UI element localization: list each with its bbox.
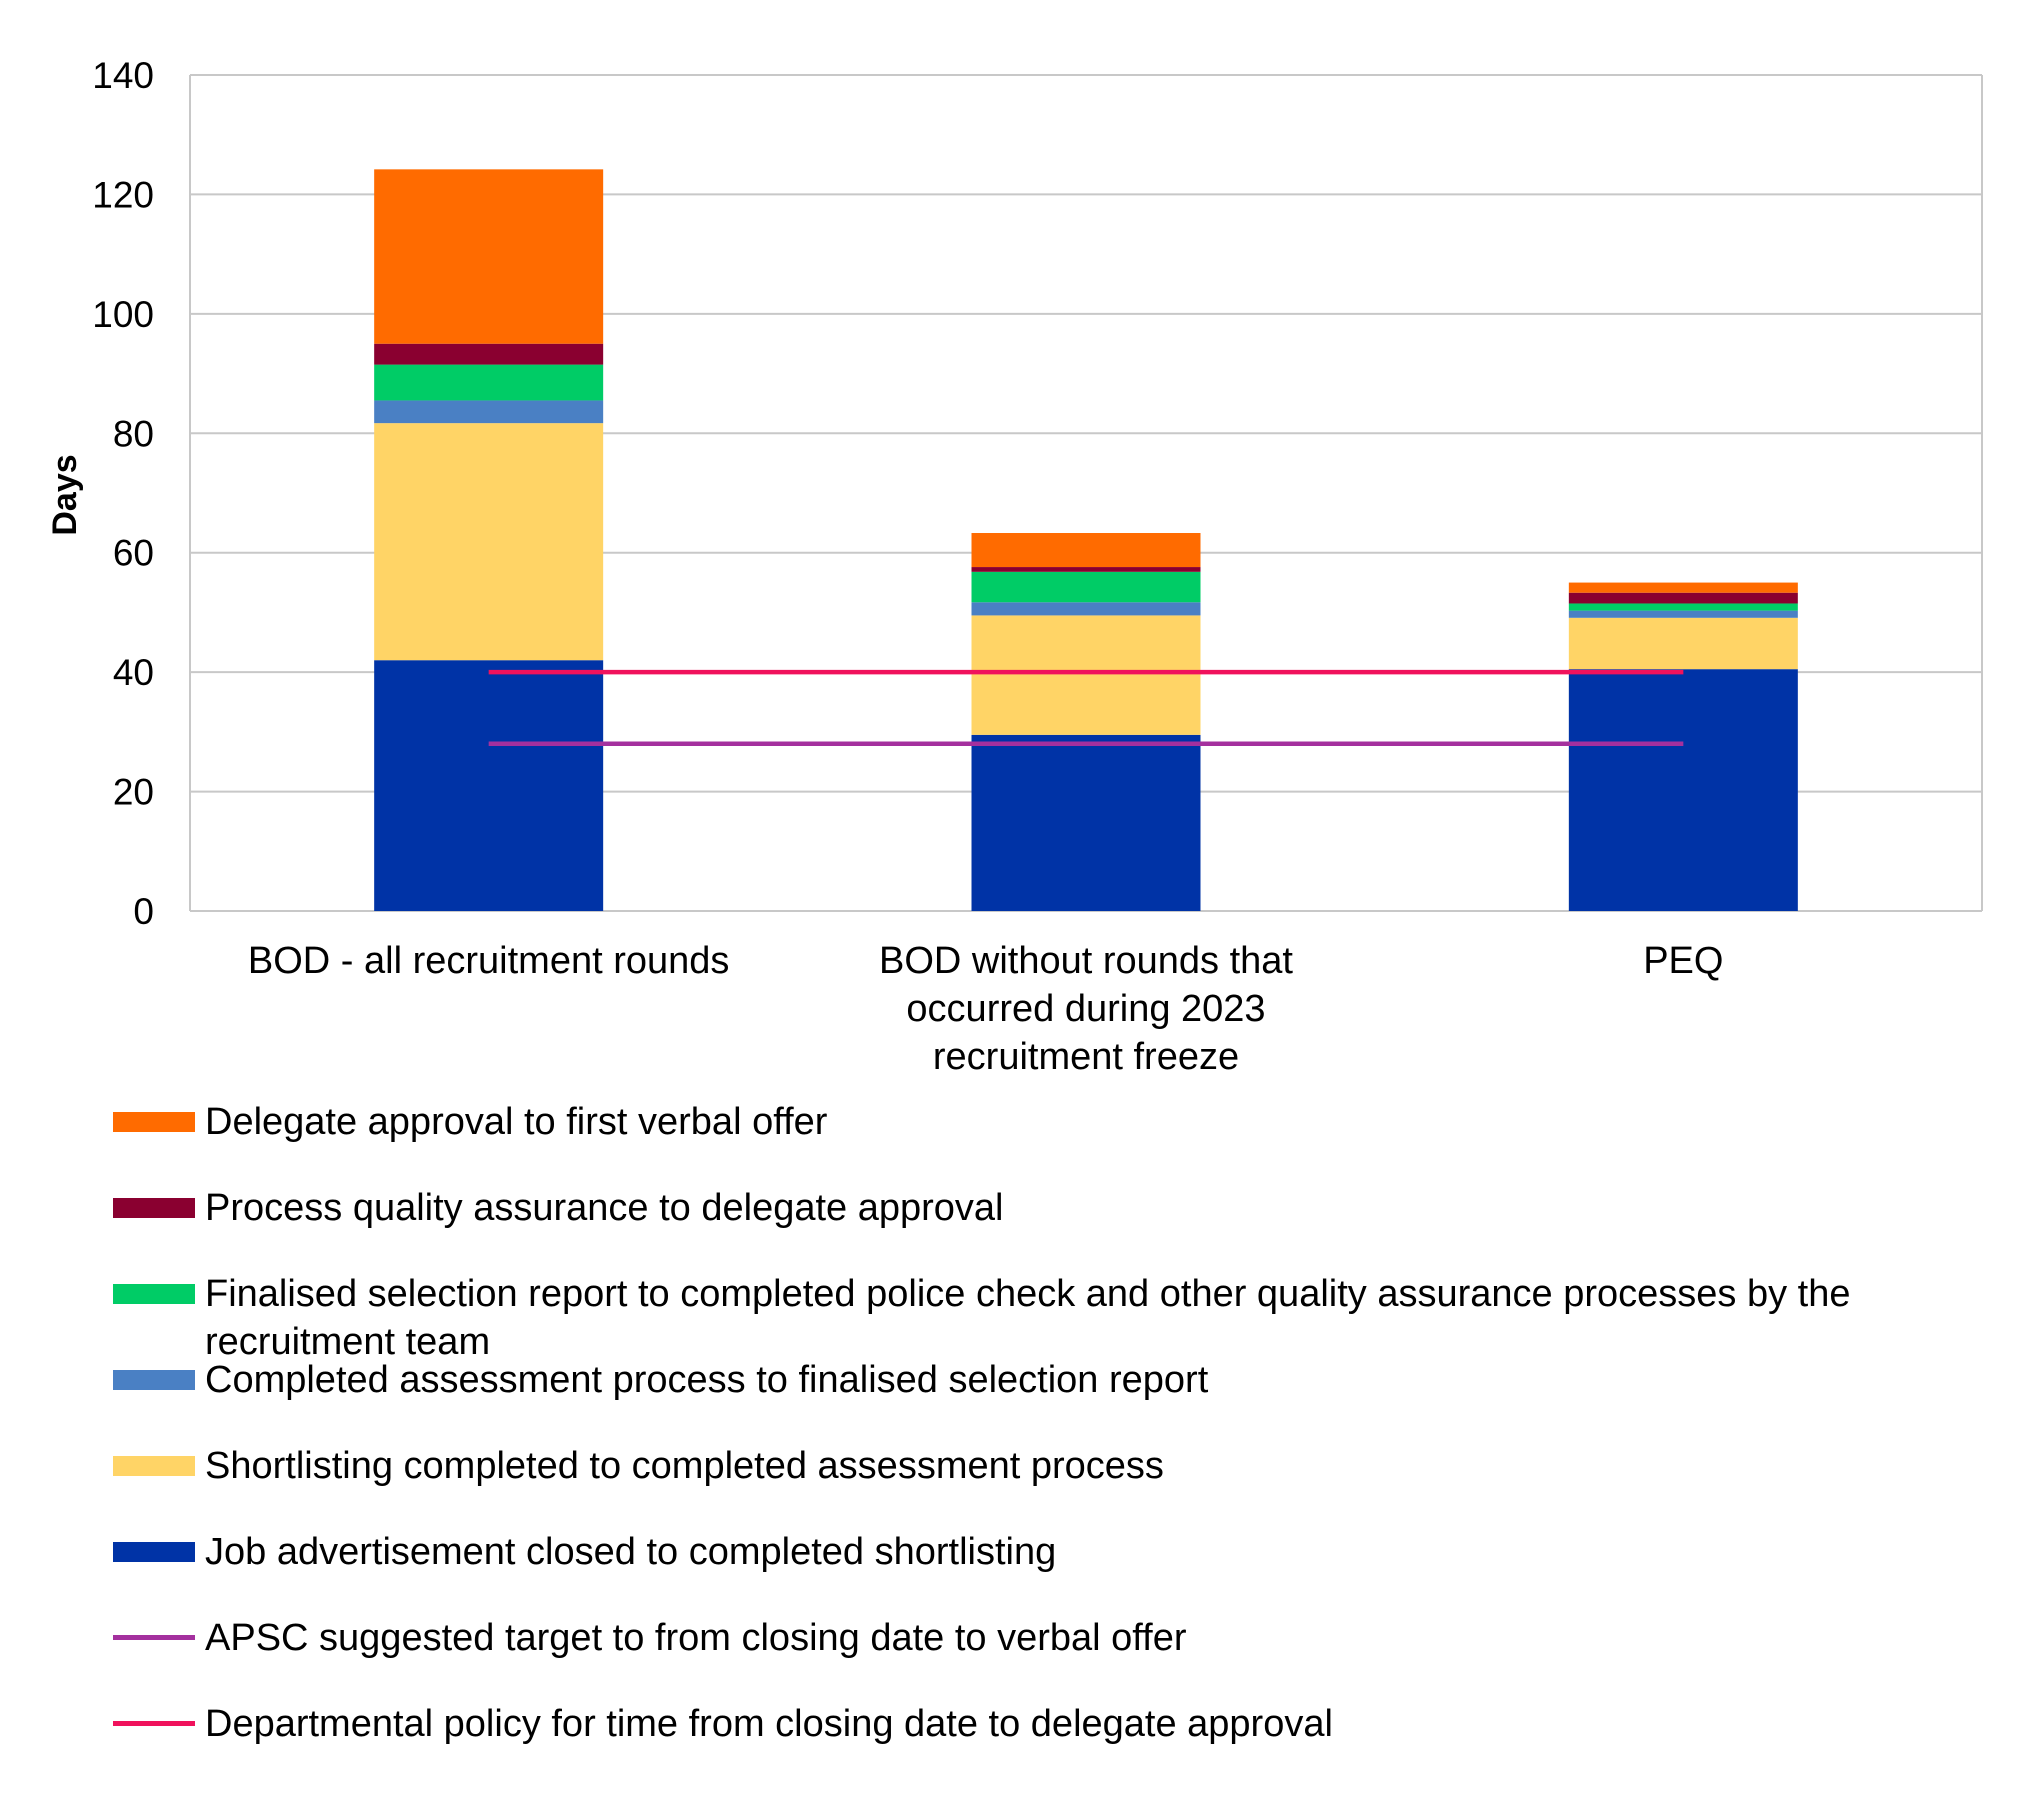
y-tick-label: 20 <box>113 772 154 813</box>
bar-segment-1-3 <box>374 400 604 424</box>
bar-segment-3-6 <box>1568 582 1798 593</box>
legend-item-departmental-policy: Departmental policy for time from closin… <box>113 1692 1993 1778</box>
bar-segment-1-5 <box>374 343 604 365</box>
legend-swatch <box>113 1635 195 1640</box>
legend-item-assessment-to-report: Completed assessment process to finalise… <box>113 1348 1993 1434</box>
y-tick-label: 80 <box>113 413 154 454</box>
y-tick-label: 140 <box>92 55 154 96</box>
legend-label: Process quality assurance to delegate ap… <box>205 1187 1004 1229</box>
legend-swatch <box>113 1198 195 1218</box>
x-category-label: occurred during 2023 <box>906 988 1265 1030</box>
bar-segment-2-4 <box>971 571 1201 603</box>
y-tick-label: 60 <box>113 533 154 574</box>
bar-segment-3-5 <box>1568 592 1798 604</box>
bar-segment-2-5 <box>971 567 1201 572</box>
bar-segment-2-3 <box>971 602 1201 616</box>
x-category-label: recruitment freeze <box>933 1036 1239 1078</box>
bar-segment-3-1 <box>1568 669 1798 911</box>
legend-swatch <box>113 1542 195 1562</box>
legend-swatch <box>113 1721 195 1726</box>
legend-label: Finalised selection report to completed … <box>205 1273 1851 1363</box>
legend-label: Departmental policy for time from closin… <box>205 1703 1333 1745</box>
legend-label: Completed assessment process to finalise… <box>205 1359 1209 1401</box>
x-category-label: PEQ <box>1643 940 1723 982</box>
y-tick-label: 40 <box>113 652 154 693</box>
bars <box>374 169 1798 911</box>
bar-segment-3-2 <box>1568 617 1798 670</box>
legend-item-delegate-offer: Delegate approval to first verbal offer <box>113 1090 1993 1176</box>
reference-lines <box>488 669 1684 747</box>
legend-item-quality-assurance: Process quality assurance to delegate ap… <box>113 1176 1993 1262</box>
bar-segment-2-1 <box>971 734 1201 911</box>
bar-segment-2-2 <box>971 615 1201 735</box>
legend-label: APSC suggested target to from closing da… <box>205 1617 1187 1659</box>
stacked-bar-chart: 0 20 40 60 80 100 120 140 BOD - all recruitment… <box>46 55 1983 1078</box>
x-category-label: BOD without rounds that <box>879 940 1293 982</box>
legend-label: Delegate approval to first verbal offer <box>205 1101 828 1143</box>
legend-item-advert-to-shortlisting: Job advertisement closed to completed sh… <box>113 1520 1993 1606</box>
legend-swatch <box>113 1370 195 1390</box>
bar-segment-3-4 <box>1568 603 1798 611</box>
legend-item-selection-report-police-check: Finalised selection report to completed … <box>113 1262 1993 1363</box>
bar-segment-1-6 <box>374 169 604 344</box>
legend-swatch <box>113 1284 195 1304</box>
y-tick-label: 100 <box>92 294 154 335</box>
x-axis-categories: BOD - all recruitment rounds BOD without … <box>248 940 1724 1078</box>
legend: Delegate approval to first verbal offer … <box>113 1090 1993 1778</box>
bar-segment-2-6 <box>971 533 1201 568</box>
y-tick-label: 0 <box>133 891 154 932</box>
y-axis-label: Days <box>46 454 84 535</box>
legend-label: Job advertisement closed to completed sh… <box>205 1531 1057 1573</box>
legend-swatch <box>113 1456 195 1476</box>
legend-item-shortlisting-to-assessment: Shortlisting completed to completed asse… <box>113 1434 1993 1520</box>
legend-swatch <box>113 1112 195 1132</box>
bar-segment-1-1 <box>374 660 604 911</box>
bar-segment-1-4 <box>374 364 604 401</box>
x-category-label: BOD - all recruitment rounds <box>248 940 730 982</box>
y-tick-label: 120 <box>92 174 154 215</box>
y-axis-ticks: 0 20 40 60 80 100 120 140 <box>92 55 154 932</box>
bar-segment-3-3 <box>1568 610 1798 618</box>
bar-segment-1-2 <box>374 423 604 661</box>
legend-item-apsc-target: APSC suggested target to from closing da… <box>113 1606 1993 1692</box>
legend-label: Shortlisting completed to completed asse… <box>205 1445 1164 1487</box>
